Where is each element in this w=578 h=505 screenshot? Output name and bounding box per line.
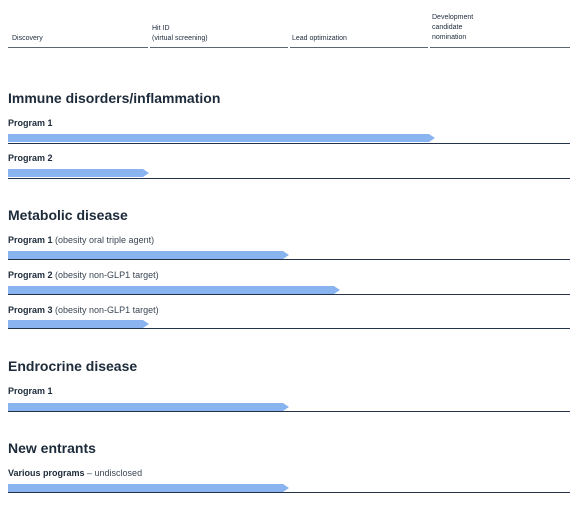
program-label: Program 3 (obesity non-GLP1 target) — [8, 305, 159, 315]
stage-rule — [8, 47, 148, 48]
program-desc: (obesity non-GLP1 target) — [52, 305, 159, 315]
progress-bar — [8, 403, 289, 411]
program-label: Program 2 — [8, 153, 53, 163]
stage-lead-optimization: Lead optimization — [292, 35, 347, 42]
program-name: Program 2 — [8, 270, 53, 280]
section-title-metabolic: Metabolic disease — [8, 207, 128, 223]
section-title-new-entrants: New entrants — [8, 440, 96, 456]
row-rule — [8, 259, 570, 260]
program-name: Program 2 — [8, 153, 53, 163]
stage-rule — [290, 47, 428, 48]
stage-rule — [150, 47, 288, 48]
row-rule — [8, 411, 570, 412]
progress-bar — [8, 169, 149, 177]
program-label: Various programs – undisclosed — [8, 468, 142, 478]
row-rule — [8, 328, 570, 329]
row-rule — [8, 492, 570, 493]
program-name: Program 1 — [8, 118, 53, 128]
program-label: Program 1 (obesity oral triple agent) — [8, 235, 154, 245]
progress-bar — [8, 320, 149, 328]
row-rule — [8, 294, 570, 295]
program-name: Program 1 — [8, 386, 53, 396]
stage-development-candidate-nomination: Development candidate nomination — [432, 14, 474, 41]
section-title-immune: Immune disorders/inflammation — [8, 90, 221, 106]
progress-bar — [8, 484, 289, 492]
section-title-endocrine: Endrocrine disease — [8, 358, 138, 374]
program-name: Various programs — [8, 468, 85, 478]
progress-bar — [8, 134, 435, 142]
program-name: Program 1 — [8, 235, 53, 245]
program-label: Program 1 — [8, 386, 53, 396]
row-rule — [8, 143, 570, 144]
program-desc: (obesity oral triple agent) — [52, 235, 155, 245]
progress-bar — [8, 286, 340, 294]
progress-bar — [8, 251, 289, 259]
stage-rule — [430, 47, 570, 48]
program-desc: (obesity non-GLP1 target) — [52, 270, 159, 280]
stage-discovery: Discovery — [12, 35, 43, 42]
program-desc: – undisclosed — [84, 468, 143, 478]
program-label: Program 1 — [8, 118, 53, 128]
row-rule — [8, 178, 570, 179]
program-label: Program 2 (obesity non-GLP1 target) — [8, 270, 159, 280]
stage-hit-id: Hit ID (virtual screening) — [152, 25, 208, 42]
program-name: Program 3 — [8, 305, 53, 315]
